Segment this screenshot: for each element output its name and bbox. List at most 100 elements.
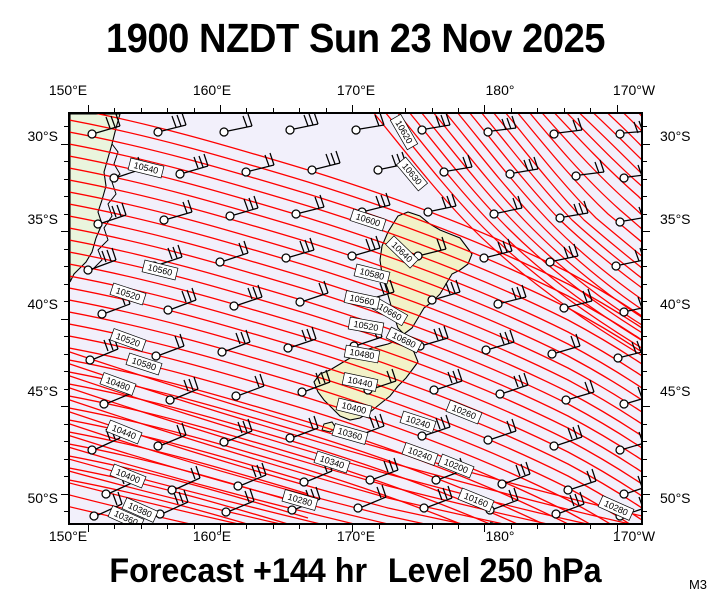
axis-tick [378,525,380,529]
axis-tick [64,161,68,162]
axis-tick [246,108,248,112]
axis-tick [643,231,650,232]
lat-label-right-1: 35°S [660,211,691,227]
axis-tick [643,143,650,145]
contour-label: 10480 [349,347,375,361]
axis-tick [61,231,68,232]
lon-label-bottom-2: 170°E [336,528,376,544]
axis-tick [643,196,647,197]
lon-label-bottom-1: 160°E [192,528,232,544]
axis-tick [64,336,68,337]
axis-tick [87,105,89,112]
axis-tick [643,441,647,442]
axis-tick [643,371,647,372]
axis-tick [457,525,459,529]
axis-tick [643,336,647,337]
axis-tick [64,353,68,355]
coastline-australia-detail [91,143,121,271]
axis-tick [64,266,68,267]
axis-tick [325,525,327,529]
lat-label-left-1: 35°S [27,211,58,227]
lon-label-bottom-4: 170°W [612,528,656,544]
axis-tick [64,423,68,425]
lon-label-bottom-0: 150°E [48,528,88,544]
axis-tick [643,458,647,460]
axis-tick [299,525,301,529]
lon-label-top-1: 160°E [192,82,232,98]
contour-value-labels: 10540 10560 10580 10520 [99,114,635,523]
axis-tick [193,108,195,112]
lat-label-left-3: 45°S [27,383,58,399]
axis-tick [61,493,68,495]
axis-tick [272,108,274,112]
axis-tick [510,108,512,112]
axis-tick [643,213,647,215]
axis-tick [193,525,195,529]
axis-tick [64,126,68,127]
map-plot-area: 10540 10560 10580 10520 [68,112,643,525]
axis-tick [167,108,169,112]
axis-tick [64,283,68,285]
axis-tick [246,525,248,529]
axis-tick [643,178,647,180]
axis-tick [643,266,647,267]
lon-label-top-3: 180° [485,82,515,98]
axis-tick [64,511,68,512]
axis-tick [64,196,68,197]
lon-label-bottom-3: 180° [485,528,515,544]
axis-tick [643,493,650,495]
axis-tick [616,525,618,532]
axis-tick [643,388,647,390]
lon-label-top-2: 170°E [336,82,376,98]
lon-label-top-0: 150°E [48,82,88,98]
axis-tick [643,318,650,320]
axis-tick [643,126,647,127]
axis-tick [643,511,647,512]
axis-tick [457,108,459,112]
footer-caption: Forecast +144 hr Level 250 hPa [18,551,693,591]
axis-tick [64,441,68,442]
lat-label-right-2: 40°S [660,296,691,312]
axis-tick [643,353,647,355]
axis-tick [64,388,68,390]
axis-tick [378,108,380,112]
axis-tick [299,108,301,112]
lat-label-left-2: 40°S [27,296,58,312]
axis-tick [616,105,618,112]
axis-tick [114,108,116,112]
lat-label-right-4: 50°S [660,490,691,506]
axis-tick [590,108,592,112]
axis-tick [590,525,592,529]
lon-label-top-4: 170°W [612,82,656,98]
axis-tick [352,105,354,112]
axis-tick [405,525,407,529]
lat-label-right-0: 30°S [660,128,691,144]
axis-tick [64,371,68,372]
contour-label: 10520 [353,319,379,333]
axis-tick [87,525,89,532]
axis-tick [64,476,68,477]
axis-tick [325,108,327,112]
axis-tick [643,476,647,477]
axis-tick [61,143,68,145]
axis-tick [64,248,68,250]
axis-tick [64,213,68,215]
axis-tick [61,318,68,320]
level-label: Level 250 hPa [387,552,602,590]
axis-tick [64,458,68,460]
axis-tick [643,248,647,250]
axis-tick [563,108,565,112]
axis-tick [563,525,565,529]
axis-tick [510,525,512,529]
axis-tick [272,525,274,529]
axis-tick [352,525,354,532]
axis-tick [140,525,142,529]
axis-tick [405,108,407,112]
axis-tick [140,108,142,112]
page-title: 1900 NZDT Sun 23 Nov 2025 [105,15,606,61]
axis-tick [643,283,647,285]
axis-tick [484,525,486,532]
landmass-australia [70,114,121,283]
axis-tick [64,301,68,302]
